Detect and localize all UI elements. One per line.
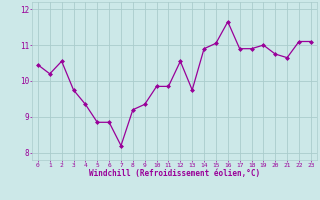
X-axis label: Windchill (Refroidissement éolien,°C): Windchill (Refroidissement éolien,°C) <box>89 169 260 178</box>
